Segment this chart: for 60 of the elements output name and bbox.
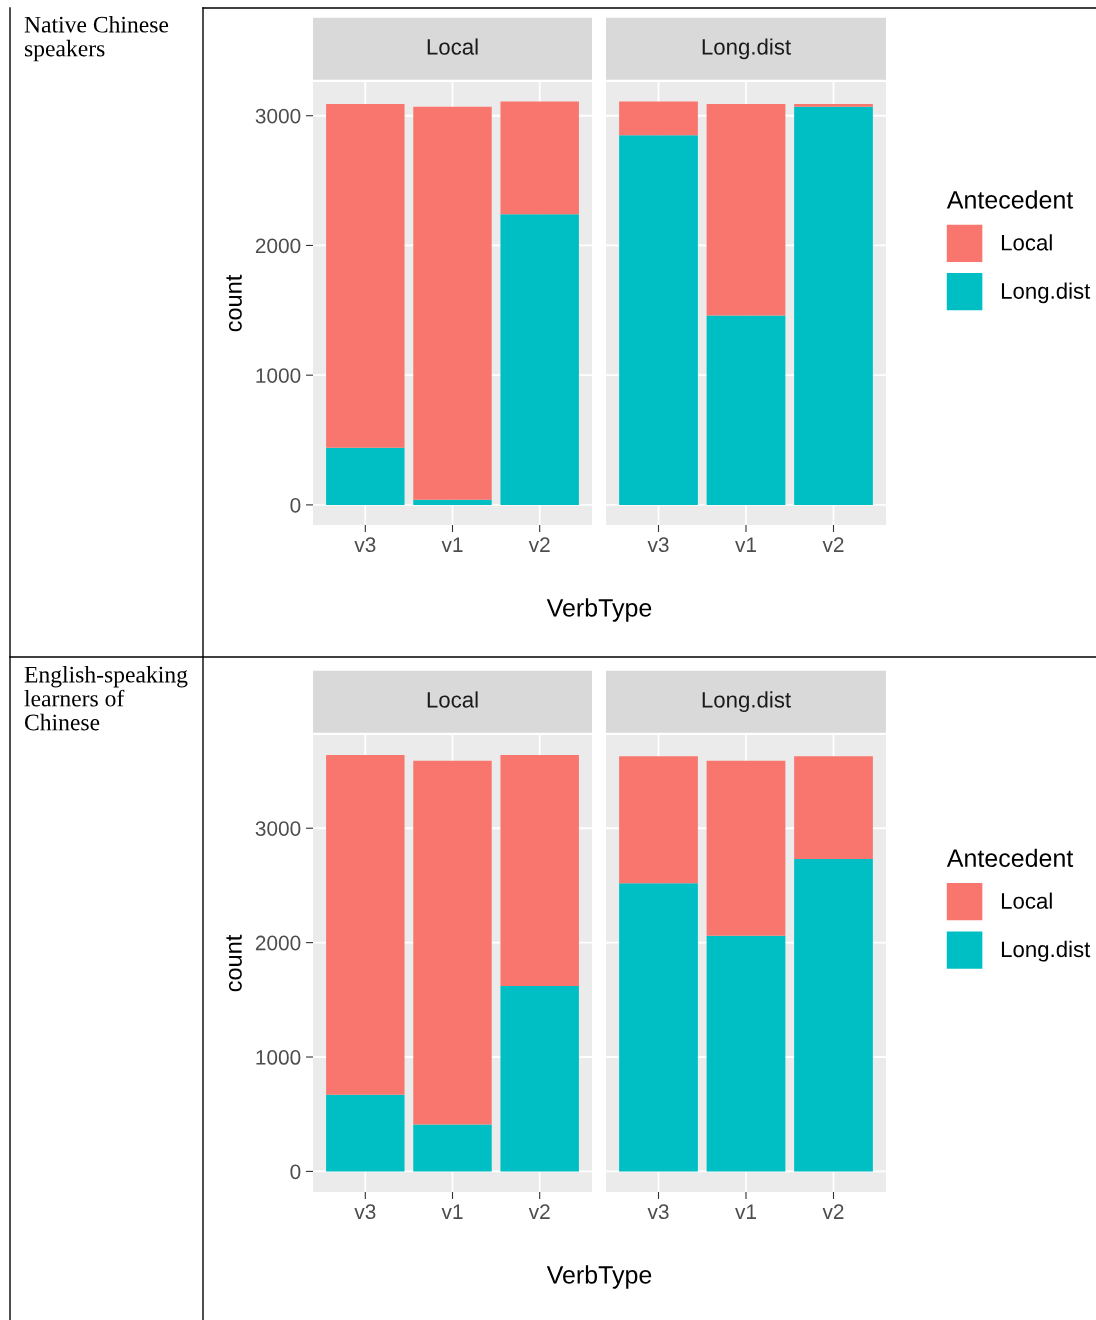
- bar: [706, 104, 786, 316]
- x-tick-label: v1: [735, 537, 756, 552]
- bar: [500, 986, 579, 1172]
- y-tick-label: 3000: [255, 108, 301, 124]
- x-tick-label: v2: [822, 1204, 844, 1219]
- bar: [619, 135, 698, 505]
- bar: [500, 214, 579, 505]
- y-axis-title: count: [226, 274, 242, 332]
- y-tick-label: 0: [290, 497, 301, 513]
- bar: [794, 859, 873, 1172]
- x-tick-label: v3: [647, 1204, 669, 1220]
- x-tick-label: v1: [735, 1204, 756, 1219]
- legend-title: Antecedent: [946, 190, 1074, 209]
- bar: [706, 315, 786, 505]
- text: English-speaking learners of Chinese: [24, 666, 188, 731]
- x-tick-label: v3: [647, 537, 669, 553]
- legend-title: Antecedent: [946, 848, 1074, 868]
- bar: [326, 447, 405, 505]
- bar: [326, 1094, 405, 1172]
- bar: [413, 499, 492, 505]
- bar: [794, 104, 873, 107]
- bar: [500, 101, 579, 215]
- legend-label: Local: [1001, 234, 1052, 251]
- y-tick-label: 2000: [255, 238, 301, 254]
- x-axis-title: VerbType: [546, 1265, 652, 1289]
- x-tick-label: v1: [441, 537, 463, 552]
- bar: [413, 760, 492, 1125]
- x-tick-label: v3: [354, 537, 376, 553]
- y-tick-label: 2000: [255, 935, 301, 951]
- bar: [794, 756, 873, 860]
- y-tick-label: 3000: [255, 821, 301, 836]
- y-tick-label: 1000: [256, 1050, 301, 1065]
- y-tick-label: 1000: [256, 368, 301, 383]
- bar: [619, 756, 698, 884]
- y-axis-title: count: [226, 934, 242, 992]
- x-tick-label: v2: [822, 537, 844, 552]
- bar: [413, 106, 492, 500]
- bar: [619, 883, 698, 1172]
- legend-label: Long.dist: [1001, 940, 1091, 962]
- chart-title: Local: [427, 38, 478, 55]
- chart-title: Long.dist: [702, 38, 791, 60]
- text: Native Chinese speakers: [24, 16, 169, 62]
- bar: [706, 935, 786, 1172]
- legend-label: Local: [1001, 892, 1052, 909]
- bar: [706, 760, 786, 936]
- x-tick-label: v3: [354, 1204, 376, 1220]
- bar: [794, 106, 873, 505]
- chart-title: Local: [427, 691, 478, 708]
- x-axis-title: VerbType: [546, 598, 652, 622]
- legend-label: Long.dist: [1001, 282, 1091, 304]
- chart-title: Long.dist: [702, 691, 791, 713]
- bar: [413, 1124, 492, 1172]
- x-tick-label: v2: [528, 1204, 550, 1219]
- bar: [500, 755, 579, 987]
- bar: [619, 101, 698, 136]
- x-tick-label: v1: [441, 1204, 463, 1219]
- x-tick-label: v2: [528, 537, 550, 552]
- bar: [326, 755, 405, 1095]
- bar: [326, 104, 405, 448]
- y-tick-label: 0: [290, 1164, 301, 1180]
